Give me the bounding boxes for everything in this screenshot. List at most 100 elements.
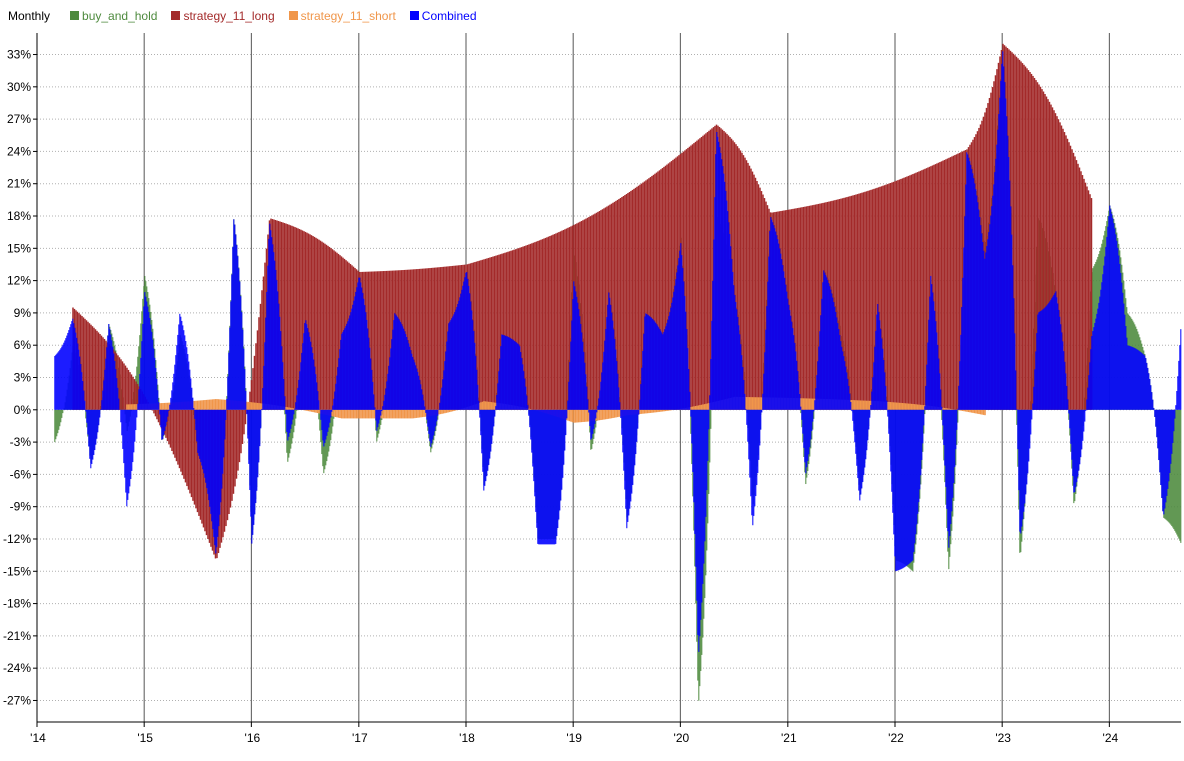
bar-combined — [950, 409, 952, 525]
legend-item-strategy-11-long[interactable]: strategy_11_long — [171, 9, 275, 23]
bar-combined — [920, 409, 922, 476]
bar-combined — [775, 231, 777, 410]
bar-combined — [1090, 349, 1092, 410]
bar-combined — [453, 314, 455, 410]
bar-strategy-11-short — [916, 404, 919, 410]
bar-combined — [1098, 302, 1100, 410]
bar-strategy-11-long — [169, 409, 172, 448]
bar-combined — [261, 408, 263, 410]
legend-item-buy-and-hold[interactable]: buy_and_hold — [70, 9, 157, 23]
bar-strategy-11-long — [253, 355, 256, 410]
bar-strategy-11-long — [87, 321, 89, 410]
bar-strategy-11-long — [129, 372, 131, 410]
bar-combined — [1149, 378, 1151, 410]
bar-strategy-11-short — [759, 397, 761, 410]
bar-combined — [703, 409, 705, 564]
bar-combined — [113, 353, 115, 410]
bar-strategy-11-long — [282, 222, 284, 410]
bar-combined — [1178, 360, 1180, 410]
bar-combined — [534, 409, 536, 497]
bar-combined — [271, 237, 273, 410]
bar-strategy-11-long — [528, 244, 530, 410]
bar-buy-and-hold — [328, 409, 330, 452]
bar-strategy-11-long — [1089, 194, 1091, 410]
bar-combined — [798, 382, 800, 410]
bar-combined — [1004, 81, 1006, 410]
y-tick-label: 6% — [14, 338, 32, 352]
bar-combined — [783, 271, 785, 410]
bar-combined — [121, 409, 123, 436]
bar-combined — [689, 391, 691, 410]
bar-strategy-11-long — [1083, 178, 1085, 410]
bar-strategy-11-long — [907, 175, 910, 410]
bar-strategy-11-short — [705, 403, 707, 410]
bar-strategy-11-long — [523, 246, 526, 410]
bar-strategy-11-long — [693, 143, 695, 410]
bar-strategy-11-long — [819, 203, 821, 410]
bar-combined — [1172, 409, 1174, 443]
bar-strategy-11-long — [424, 268, 427, 410]
bar-strategy-11-long — [879, 186, 881, 410]
bar-strategy-11-short — [862, 400, 865, 410]
bar-strategy-11-short — [253, 402, 256, 410]
bar-combined — [911, 409, 913, 562]
bar-strategy-11-long — [889, 183, 892, 410]
bar-strategy-11-long — [226, 409, 229, 521]
bar-combined — [217, 409, 219, 537]
bar-combined — [69, 327, 71, 410]
bar-strategy-11-long — [856, 194, 859, 410]
bar-combined — [652, 319, 654, 410]
bar-strategy-11-long — [525, 245, 527, 410]
bar-combined — [866, 409, 868, 451]
bar-strategy-11-short — [393, 409, 395, 419]
bar-strategy-11-long — [315, 237, 317, 410]
bar-combined — [62, 344, 64, 410]
bar-strategy-11-short — [690, 406, 692, 410]
bar-combined — [180, 316, 182, 410]
bar-strategy-11-long — [192, 409, 194, 501]
bar-combined — [1003, 66, 1005, 410]
bar-combined — [788, 304, 790, 410]
bar-strategy-11-long — [510, 250, 512, 410]
bar-combined — [411, 353, 413, 410]
bar-strategy-11-long — [432, 267, 434, 410]
bar-strategy-11-short — [373, 409, 376, 419]
y-tick-label: 0% — [14, 403, 32, 417]
bar-strategy-11-short — [613, 409, 616, 418]
bar-combined — [414, 362, 416, 410]
bar-strategy-11-short — [694, 406, 697, 410]
bar-combined — [1048, 302, 1050, 410]
bar-strategy-11-long — [886, 184, 889, 410]
bar-strategy-11-short — [357, 409, 359, 419]
bar-strategy-11-short — [246, 401, 248, 410]
bar-combined — [343, 330, 345, 410]
bar-combined — [422, 394, 424, 410]
bar-combined — [1131, 346, 1133, 410]
bar-strategy-11-long — [1038, 84, 1040, 410]
bar-strategy-11-long — [957, 153, 959, 410]
bar-combined — [530, 409, 532, 440]
bar-combined — [338, 358, 340, 410]
bar-strategy-11-long — [759, 187, 761, 410]
bar-combined — [761, 409, 763, 413]
bar-combined — [1162, 409, 1164, 512]
bar-strategy-11-short — [208, 399, 211, 410]
bar-strategy-11-long — [765, 201, 767, 410]
legend-item-strategy-11-short[interactable]: strategy_11_short — [288, 9, 396, 23]
bar-combined — [79, 356, 81, 410]
bar-strategy-11-long — [175, 409, 178, 462]
bar-combined — [1099, 296, 1101, 410]
legend-item-combined[interactable]: Combined — [409, 9, 477, 23]
bar-combined — [367, 328, 369, 410]
bar-strategy-11-short — [415, 409, 418, 418]
bar-combined — [568, 381, 570, 410]
bar-strategy-11-long — [547, 236, 550, 410]
bar-strategy-11-long — [901, 178, 904, 410]
bar-strategy-11-long — [696, 140, 698, 410]
bar-combined — [685, 311, 687, 410]
bar-strategy-11-long — [283, 223, 286, 410]
bar-strategy-11-long — [492, 256, 494, 410]
bar-combined — [177, 334, 179, 410]
bar-combined — [564, 409, 566, 451]
bar-strategy-11-long — [594, 213, 596, 410]
